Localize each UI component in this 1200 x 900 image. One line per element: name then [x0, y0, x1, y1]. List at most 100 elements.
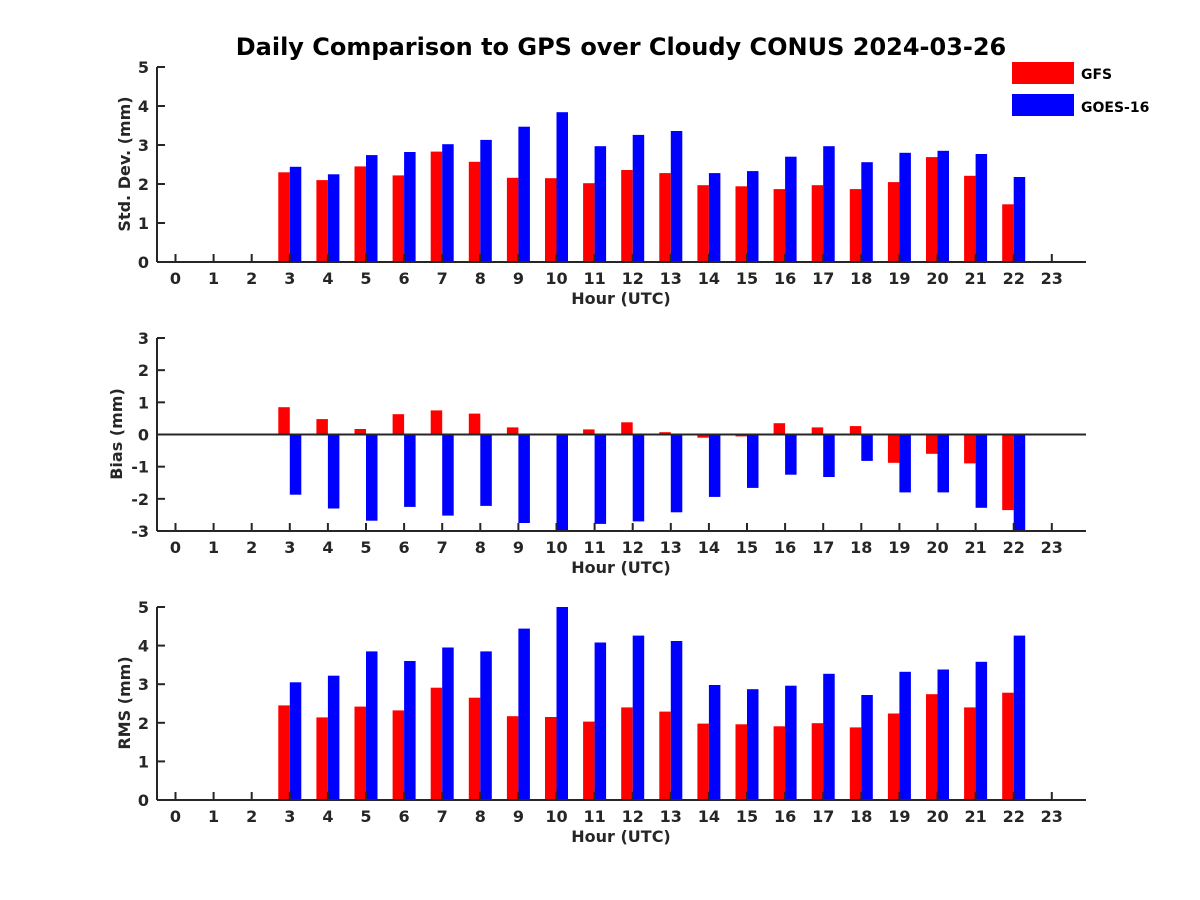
- std-dev-bar-goes16-12: [632, 134, 645, 262]
- rms-bar-gfs-10: [545, 717, 557, 800]
- bias-bar-goes16-9: [518, 434, 530, 523]
- rms-bar-goes16-3: [289, 682, 302, 800]
- bias-xtick-label: 23: [1041, 538, 1063, 557]
- rms-bar-gfs-16: [773, 726, 786, 800]
- legend-swatch-goes16: [1012, 94, 1074, 116]
- std-dev-xtick-label: 6: [399, 269, 410, 288]
- rms-bar-goes16-12: [632, 635, 645, 800]
- std-dev-bar-goes16-3: [289, 166, 302, 262]
- rms-xtick-label: 2: [246, 807, 257, 826]
- rms-ytick-label: 4: [138, 637, 149, 656]
- std-dev-xtick-label: 16: [774, 269, 796, 288]
- std-dev-xtick-label: 19: [888, 269, 910, 288]
- std-dev-bar-goes16-16: [785, 156, 797, 262]
- rms-bar-goes16-21: [975, 661, 988, 800]
- rms-xtick-label: 21: [964, 807, 986, 826]
- bias-bar-gfs-22: [1002, 434, 1014, 511]
- bias-bar-goes16-3: [289, 434, 302, 495]
- rms-bar-gfs-3: [278, 705, 290, 800]
- rms-bar-goes16-18: [861, 695, 873, 800]
- rms-bar-goes16-8: [480, 651, 492, 800]
- std-dev-bar-gfs-12: [621, 170, 633, 262]
- rms-bar-gfs-11: [583, 721, 595, 800]
- bias-xtick-label: 13: [660, 538, 682, 557]
- std-dev-bar-gfs-20: [926, 157, 938, 262]
- std-dev-xtick-label: 3: [284, 269, 295, 288]
- bias-bar-gfs-16: [773, 423, 786, 435]
- rms-bar-gfs-20: [926, 694, 938, 800]
- rms-bar-gfs-17: [811, 723, 824, 800]
- bias-xtick-label: 0: [170, 538, 181, 557]
- bias-xtick-label: 7: [437, 538, 448, 557]
- bias-bar-goes16-8: [480, 434, 492, 506]
- bias-bar-goes16-5: [366, 434, 378, 521]
- bias-ytick-label: 0: [138, 426, 149, 445]
- rms-xtick-label: 9: [513, 807, 524, 826]
- bias-bar-gfs-13: [659, 432, 671, 435]
- std-dev-ytick-label: 1: [138, 214, 149, 233]
- rms-xtick-label: 7: [437, 807, 448, 826]
- bias-bar-gfs-11: [583, 429, 595, 435]
- bias-bar-gfs-7: [430, 410, 443, 435]
- rms-xtick-label: 5: [360, 807, 371, 826]
- rms-xtick-label: 20: [926, 807, 948, 826]
- std-dev-xtick-label: 12: [622, 269, 644, 288]
- rms-bar-gfs-13: [659, 711, 671, 800]
- rms-xtick-label: 6: [399, 807, 410, 826]
- bias-bar-goes16-16: [785, 434, 797, 475]
- std-dev-xtick-label: 17: [812, 269, 834, 288]
- legend-label-gfs: GFS: [1081, 67, 1112, 83]
- bias-bar-goes16-14: [708, 434, 721, 497]
- bias-bar-gfs-6: [392, 414, 405, 435]
- rms-xtick-label: 15: [736, 807, 758, 826]
- std-dev-xtick-label: 11: [583, 269, 605, 288]
- std-dev-xtick-label: 20: [926, 269, 948, 288]
- bias-bar-gfs-3: [278, 407, 290, 435]
- bias-bar-goes16-12: [632, 434, 645, 522]
- bias-ytick-label: 1: [138, 393, 149, 412]
- std-dev-bar-gfs-22: [1002, 204, 1014, 262]
- std-dev-xtick-label: 21: [964, 269, 986, 288]
- std-dev-bar-goes16-21: [975, 154, 988, 262]
- std-dev-bar-goes16-18: [861, 162, 873, 262]
- std-dev-bar-gfs-19: [887, 182, 900, 262]
- std-dev-bar-goes16-10: [556, 112, 568, 262]
- std-dev-xtick-label: 0: [170, 269, 181, 288]
- bias-xtick-label: 9: [513, 538, 524, 557]
- bias-bar-goes16-21: [975, 434, 988, 508]
- rms-bar-goes16-13: [670, 641, 683, 800]
- bias-xtick-label: 18: [850, 538, 872, 557]
- bias-xtick-label: 2: [246, 538, 257, 557]
- std-dev-xtick-label: 5: [360, 269, 371, 288]
- std-dev-bar-gfs-16: [773, 189, 786, 262]
- std-dev-bar-goes16-17: [823, 146, 835, 262]
- std-dev-xlabel: Hour (UTC): [571, 289, 671, 308]
- bias-bar-goes16-4: [327, 434, 340, 509]
- rms-xtick-label: 13: [660, 807, 682, 826]
- std-dev-ytick-label: 3: [138, 136, 149, 155]
- bias-bar-goes16-15: [747, 434, 759, 488]
- rms-bar-goes16-22: [1013, 635, 1026, 800]
- std-dev-bar-gfs-15: [735, 186, 747, 262]
- bias-xtick-label: 10: [545, 538, 567, 557]
- rms-bar-goes16-17: [823, 673, 835, 800]
- bias-bar-gfs-9: [506, 427, 519, 435]
- rms-ytick-label: 0: [138, 791, 149, 810]
- rms-bar-gfs-7: [430, 687, 443, 800]
- std-dev-bar-gfs-13: [659, 173, 671, 262]
- rms-xtick-label: 3: [284, 807, 295, 826]
- std-dev-xtick-label: 9: [513, 269, 524, 288]
- bias-xtick-label: 19: [888, 538, 910, 557]
- rms-xlabel: Hour (UTC): [571, 827, 671, 846]
- bias-bar-gfs-20: [926, 434, 938, 454]
- rms-ytick-label: 1: [138, 752, 149, 771]
- legend-label-goes16: GOES-16: [1081, 100, 1149, 116]
- rms-bar-goes16-15: [747, 689, 759, 800]
- rms-bar-gfs-21: [964, 707, 976, 800]
- rms-bar-gfs-8: [468, 697, 481, 800]
- rms-bar-goes16-14: [708, 685, 721, 800]
- rms-xtick-label: 8: [475, 807, 486, 826]
- std-dev-bar-gfs-17: [811, 185, 824, 262]
- rms-bar-gfs-22: [1002, 692, 1014, 800]
